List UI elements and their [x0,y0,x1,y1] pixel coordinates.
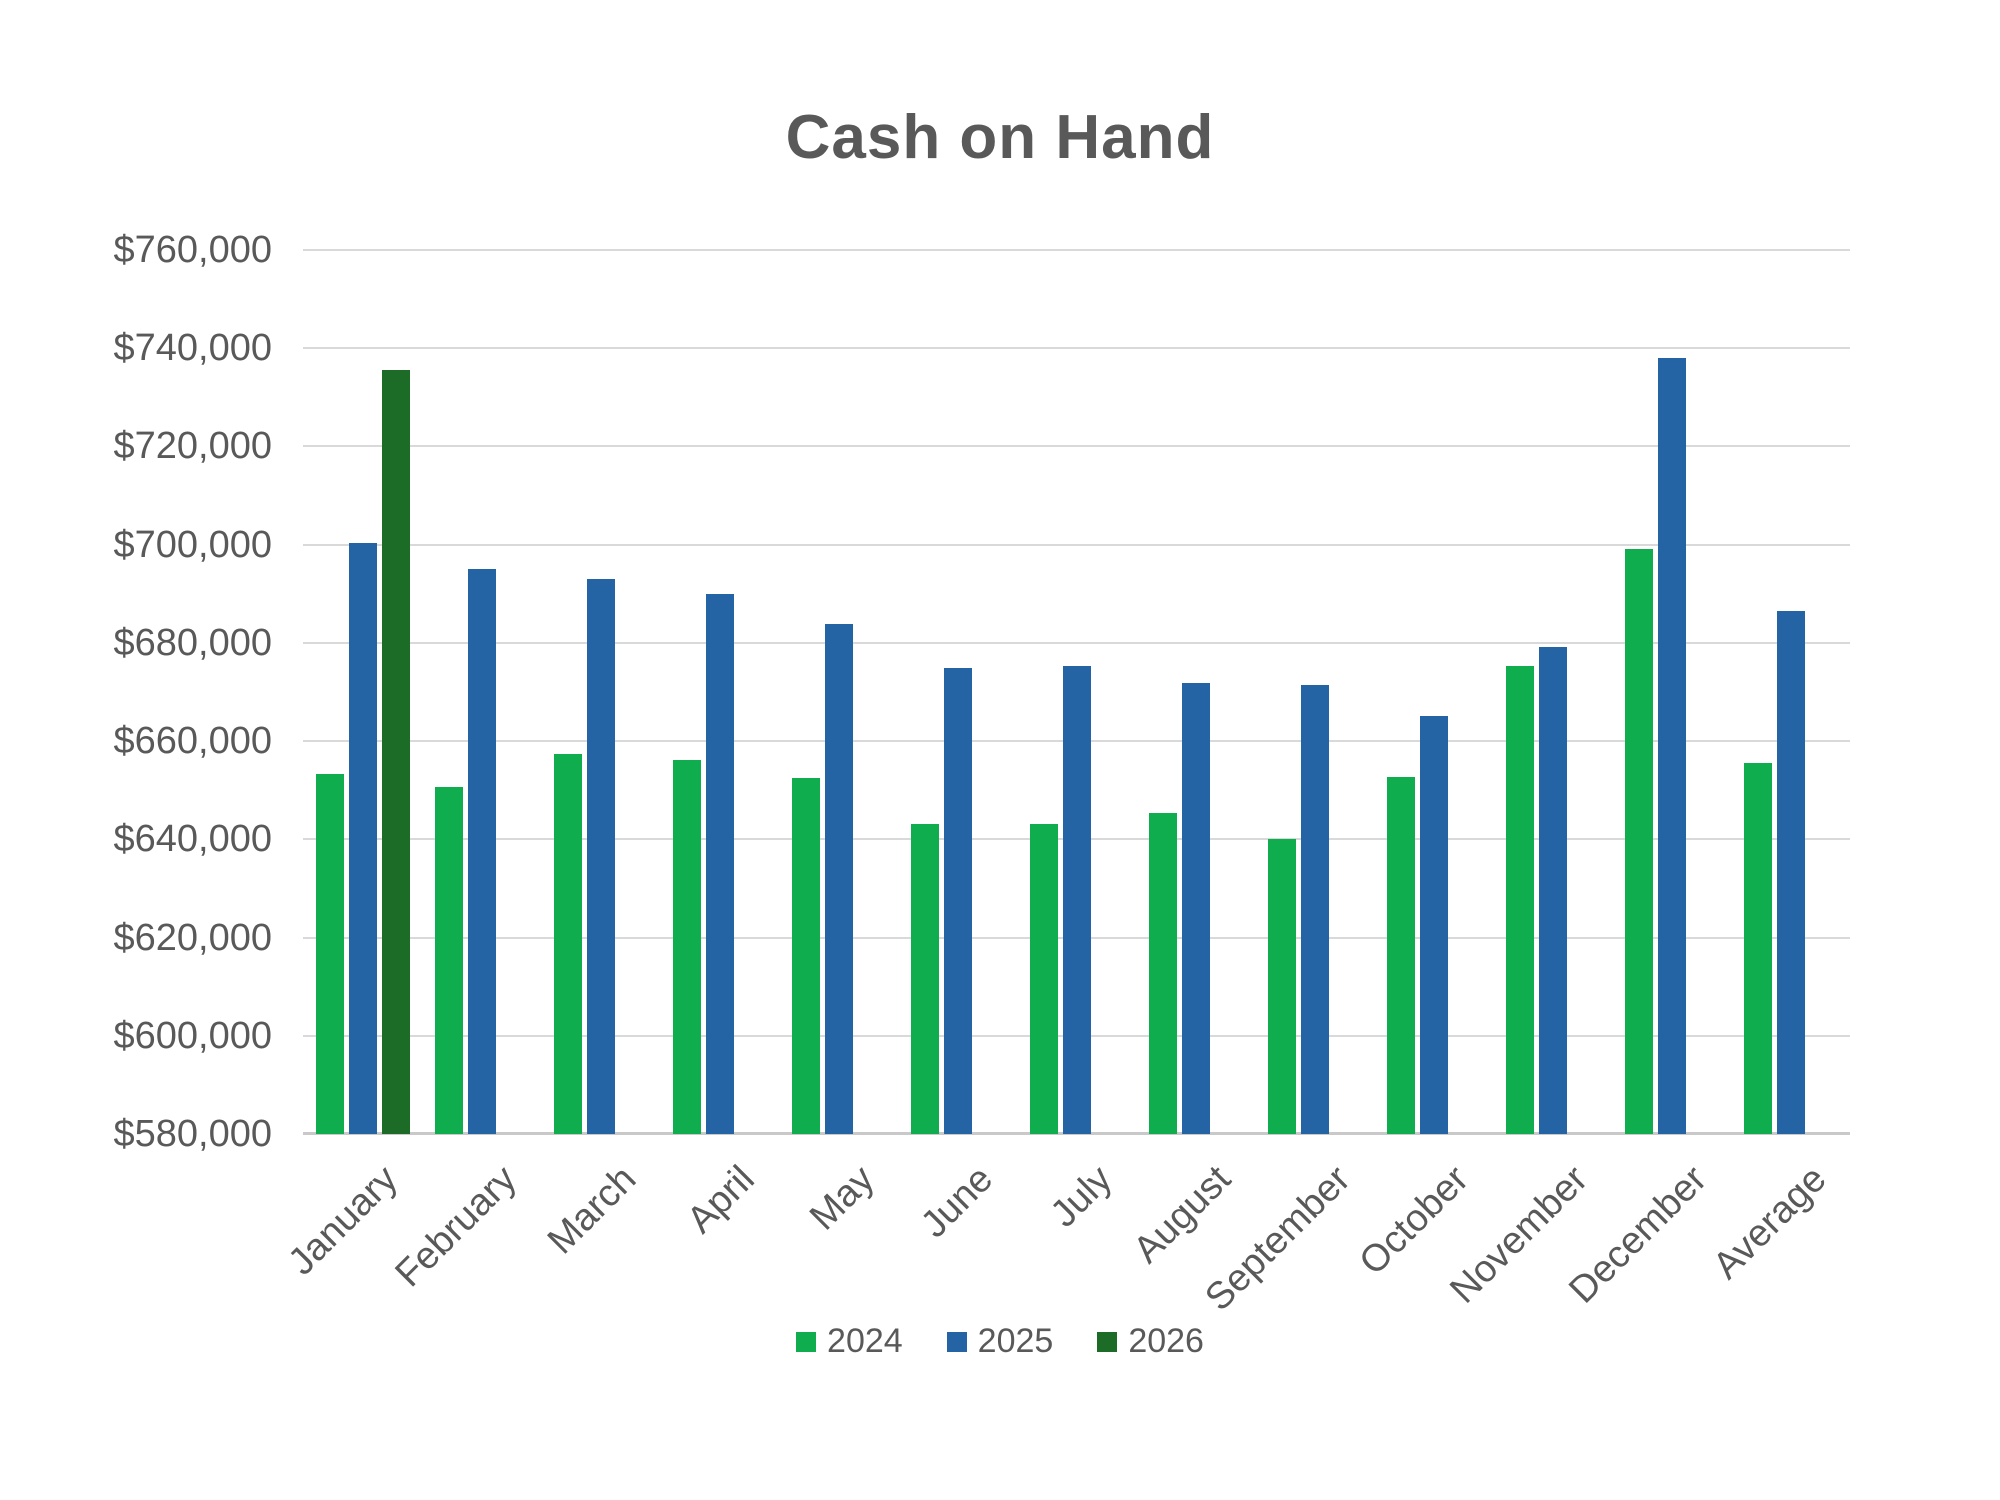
legend-swatch-2025 [946,1331,967,1352]
bar-june-2025 [943,667,972,1134]
x-category-label-may: May [801,1158,883,1239]
y-tick-label: $600,000 [113,1014,273,1057]
y-tick-label: $580,000 [113,1113,273,1155]
bar-january-2024 [315,773,344,1134]
bar-july-2025 [1062,665,1091,1134]
x-category-label-february: February [387,1158,526,1296]
y-tick-label: $660,000 [113,720,273,763]
legend-swatch-2024 [796,1331,817,1352]
y-tick-label: $720,000 [113,425,273,468]
y-tick-label: $700,000 [113,523,273,566]
legend-item-2024: 2024 [796,1322,903,1361]
bar-february-2025 [467,568,496,1134]
bar-august-2024 [1148,812,1177,1134]
legend-label-2026: 2026 [1128,1322,1204,1360]
bar-october-2024 [1386,777,1415,1134]
gridline [303,445,1850,448]
legend-swatch-2026 [1097,1331,1118,1352]
x-category-label-august: August [1125,1158,1240,1272]
bar-september-2025 [1300,684,1329,1134]
plot-area [303,249,1850,1135]
gridline [303,641,1850,644]
gridline [303,347,1850,350]
x-category-label-march: March [539,1158,645,1263]
legend-label-2024: 2024 [827,1322,903,1360]
y-tick-label: $680,000 [113,621,273,664]
bar-april-2024 [672,760,701,1134]
bar-august-2025 [1181,682,1210,1134]
legend: 2024 2025 2026 [0,1322,2000,1361]
x-category-label-average: Average [1704,1158,1835,1288]
bar-february-2024 [434,787,463,1134]
bar-april-2025 [705,593,734,1134]
gridline [303,543,1850,546]
bar-january-2025 [348,543,377,1134]
gridline [303,249,1850,251]
x-category-label-july: July [1042,1158,1121,1236]
x-category-label-june: June [913,1158,1002,1246]
bar-september-2024 [1267,839,1296,1134]
bar-march-2025 [586,578,615,1134]
bar-june-2024 [910,824,939,1134]
legend-label-2025: 2025 [977,1322,1054,1360]
y-tick-label: $620,000 [113,916,273,959]
chart-title: Cash on Hand [785,103,1215,172]
bar-november-2024 [1505,665,1534,1134]
bar-november-2025 [1538,646,1567,1134]
legend-item-2025: 2025 [946,1322,1054,1361]
x-category-label-april: April [679,1158,764,1242]
bar-december-2025 [1657,357,1686,1134]
bar-october-2025 [1419,715,1448,1134]
bar-may-2025 [824,623,853,1134]
legend-item-2026: 2026 [1097,1322,1204,1361]
bar-march-2024 [553,754,582,1134]
y-tick-label: $760,000 [113,229,273,271]
y-tick-label: $740,000 [113,327,273,370]
bar-july-2024 [1029,823,1058,1134]
bar-december-2024 [1624,548,1653,1134]
bar-average-2025 [1776,610,1805,1134]
bar-may-2024 [791,778,820,1134]
y-tick-label: $640,000 [113,818,273,861]
bar-january-2026 [381,370,410,1134]
bar-average-2024 [1743,762,1772,1134]
